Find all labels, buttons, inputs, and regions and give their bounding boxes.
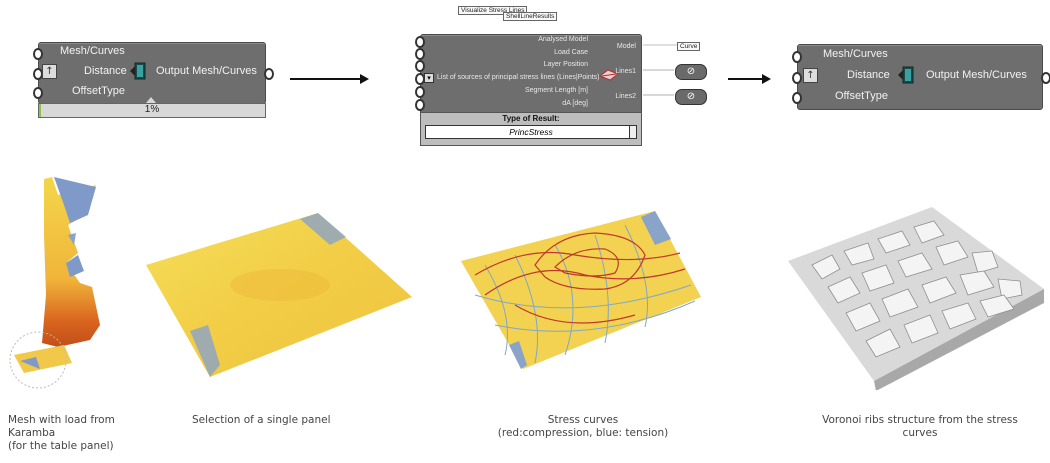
input-distance: Distance [84,65,127,77]
caption-line: Voronoi ribs structure from the stress [822,414,1018,426]
voronoi-ribs-image [788,207,1044,390]
input-segment-length: Segment Length [m] [524,87,588,94]
preview-node-icon[interactable]: ⊘ [675,89,707,105]
tooltip-visualize: Visualize Stress Lines [458,6,528,15]
caption-line: Mesh with load from [8,414,115,426]
curve-tag: Curve [677,42,701,51]
input-layer-position: Layer Position [543,61,588,68]
result-type-dropdown[interactable]: PrincStress [425,125,637,139]
input-analysed-model: Analysed Model [538,36,588,43]
stress-curves-image [461,211,701,369]
output-grip[interactable] [264,68,274,80]
tooltip-shell-line-results: ShellLineResults [503,12,558,21]
karamba-mesh-image [9,177,100,389]
arrow-right-icon [728,74,771,84]
input-grip[interactable] [792,92,802,104]
caption-voronoi: Voronoi ribs structure from the stress c… [800,414,1040,440]
dropdown-handle[interactable] [629,126,636,138]
input-grip[interactable] [415,48,425,60]
offset-component-left[interactable]: Mesh/Curves Distance OffsetType ↑ Output… [33,42,274,118]
expand-icon[interactable]: ▾ [424,73,434,83]
component-body[interactable] [38,42,266,104]
offset-icon [130,62,146,80]
offset-icon [898,66,914,84]
input-offset-type: OffsetType [835,90,888,102]
output-mesh-curves: Output Mesh/Curves [926,69,1027,81]
progress-bar: 1% [38,103,266,118]
caption-mesh-load: Mesh with load from Karamba (for the tab… [8,414,115,453]
shell-icon [598,69,620,81]
input-load-case: Load Case [554,49,588,56]
result-type-panel: Type of Result: PrincStress [420,112,642,146]
input-grip[interactable] [33,48,43,60]
input-grip[interactable] [415,86,425,98]
result-type-header: Type of Result: [502,114,560,123]
input-mesh-curves: Mesh/Curves [823,48,888,60]
karamba-shell-line-component[interactable]: Analysed Model Load Case Layer Position … [415,34,642,146]
input-source-lines: List of sources of principal stress line… [437,74,600,81]
progress-notch [146,97,156,103]
caption-single-panel: Selection of a single panel [192,414,331,427]
progress-label: 1% [144,104,160,115]
single-panel-image [146,213,412,377]
input-grip[interactable] [415,60,425,72]
caption-line: Selection of a single panel [192,414,331,426]
input-grip[interactable] [792,51,802,63]
offset-component-right[interactable]: Mesh/Curves Distance OffsetType ↑ Output… [792,44,1050,110]
caption-line: curves [902,427,938,439]
output-mesh-curves: Output Mesh/Curves [156,65,257,77]
caption-line: (for the table panel) [8,440,114,452]
component-body[interactable] [797,44,1043,110]
output-lines2: Lines2 [615,93,636,100]
input-offset-type: OffsetType [72,85,125,97]
output-grip[interactable] [1041,72,1050,84]
caption-stress-curves: Stress curves (red:compression, blue: te… [470,414,696,440]
input-grip[interactable] [792,72,802,84]
result-type-value: PrincStress [509,127,553,137]
output-lines1: Lines1 [615,68,636,75]
caption-line: Stress curves [547,414,619,426]
wire-connections [643,44,680,96]
input-grip[interactable] [415,73,425,85]
progress-fill [39,104,42,117]
input-da: dA [deg] [562,100,588,107]
output-model: Model [616,43,636,50]
caption-line: Karamba [8,427,56,439]
input-grip[interactable] [415,99,425,111]
arrow-right-icon [290,74,369,84]
caption-line: (red:compression, blue: tension) [497,427,669,439]
input-mesh-curves: Mesh/Curves [60,45,125,57]
input-grip[interactable] [33,87,43,99]
input-distance: Distance [847,69,890,81]
arrow-up-icon[interactable]: ↑ [42,64,57,79]
input-grip[interactable] [415,36,425,48]
preview-node-icon[interactable]: ⊘ [675,64,707,80]
arrow-up-icon[interactable]: ↑ [803,68,818,83]
